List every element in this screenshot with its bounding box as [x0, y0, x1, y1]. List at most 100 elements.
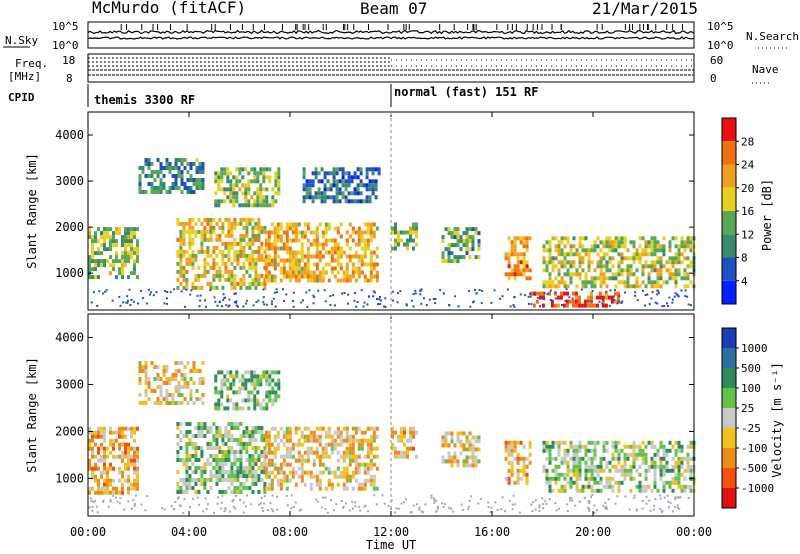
heatmap-cell [212, 422, 216, 426]
heatmap-cell [88, 426, 91, 431]
scatter-speckle [666, 494, 669, 497]
heatmap-cell [186, 186, 190, 190]
heatmap-cell [109, 255, 112, 260]
scatter-speckle [317, 289, 320, 292]
heatmap-cell [250, 370, 254, 375]
scatter-speckle [538, 506, 541, 509]
colorbar-tick-label: 12 [741, 228, 754, 241]
heatmap-cell [638, 260, 642, 265]
heatmap-cell [560, 484, 564, 489]
heatmap-cell [644, 248, 648, 253]
heatmap-cell [602, 280, 606, 285]
scatter-speckle [474, 289, 476, 291]
heatmap-cell [638, 252, 642, 257]
scatter-speckle [170, 505, 173, 508]
scatter-speckle [109, 499, 112, 502]
heatmap-cell [159, 401, 163, 405]
heatmap-cell [179, 233, 183, 238]
heatmap-cell [267, 486, 271, 491]
y-tick-label: 2000 [55, 220, 84, 234]
noise-sky-trace [87, 29, 695, 35]
heatmap-cell [566, 284, 570, 289]
scatter-speckle [351, 507, 354, 510]
heatmap-cell [581, 484, 585, 489]
heatmap-cell [366, 446, 370, 451]
heatmap-cell [312, 230, 316, 235]
heatmap-cell [326, 187, 330, 192]
heatmap-cell [321, 274, 325, 279]
heatmap-cell [357, 462, 361, 467]
heatmap-cell [245, 229, 249, 234]
heatmap-cell [115, 255, 118, 260]
heatmap-cell [254, 474, 258, 478]
heatmap-cell [459, 443, 463, 448]
heatmap-cell [623, 256, 627, 261]
scatter-speckle [231, 500, 234, 503]
heatmap-cell [232, 195, 236, 200]
heatmap-cell [542, 440, 546, 445]
heatmap-cell [264, 450, 268, 455]
heatmap-cell [185, 281, 189, 286]
heatmap-cell [590, 476, 594, 481]
heatmap-cell [220, 402, 224, 407]
heatmap-cell [224, 426, 228, 430]
heatmap-cell [253, 203, 257, 208]
heatmap-cell [192, 401, 196, 405]
heatmap-cell [321, 450, 325, 455]
heatmap-cell [97, 478, 100, 483]
heatmap-cell [351, 238, 355, 243]
scatter-speckle [518, 511, 521, 514]
noise-left-tick-bottom: 10^0 [52, 39, 79, 52]
heatmap-cell [394, 454, 397, 459]
scatter-speckle [514, 503, 517, 506]
heatmap-cell [274, 398, 278, 403]
heatmap-cell [339, 250, 343, 255]
heatmap-cell [320, 195, 324, 200]
heatmap-cell [250, 398, 254, 403]
heatmap-cell [245, 225, 249, 230]
heatmap-cell [242, 281, 246, 286]
scatter-speckle [628, 508, 631, 511]
heatmap-cell [563, 476, 567, 481]
heatmap-cell [230, 466, 234, 470]
heatmap-cell [320, 167, 324, 172]
heatmap-cell [229, 195, 233, 200]
heatmap-cell [617, 484, 621, 489]
heatmap-cell [587, 468, 591, 473]
scatter-speckle [534, 293, 537, 296]
colorbar-tick-label: -1000 [741, 482, 774, 495]
heatmap-cell [306, 278, 310, 283]
heatmap-cell [118, 267, 121, 272]
heatmap-cell [279, 470, 283, 475]
scatter-speckle [391, 290, 394, 293]
heatmap-cell [575, 472, 579, 477]
heatmap-cell [103, 426, 106, 431]
heatmap-cell [504, 256, 508, 261]
heatmap-cell [584, 272, 588, 277]
heatmap-cell [268, 374, 272, 379]
heatmap-cell [100, 490, 103, 495]
heatmap-cell [513, 236, 517, 241]
time-axis: 00:00 04:00 08:00 12:00 16:00 20:00 00:00 [70, 511, 712, 539]
heatmap-cell [574, 303, 578, 308]
heatmap-cell [447, 459, 451, 464]
heatmap-cell [130, 247, 133, 252]
heatmap-cell [309, 242, 313, 247]
heatmap-cell [311, 179, 315, 184]
heatmap-cell [541, 291, 545, 296]
colorbar-tick-label: 8 [741, 252, 748, 265]
heatmap-cell [339, 246, 343, 251]
heatmap-cell [554, 264, 558, 269]
scatter-speckle [115, 496, 117, 499]
heatmap-cell [522, 468, 526, 473]
heatmap-cell [620, 468, 624, 473]
heatmap-cell [212, 454, 216, 458]
heatmap-cell [236, 281, 240, 286]
heatmap-cell [282, 454, 286, 459]
heatmap-cell [235, 374, 239, 379]
heatmap-cell [662, 280, 666, 285]
heatmap-cell [459, 255, 463, 260]
heatmap-cell [656, 256, 660, 261]
heatmap-cell [162, 174, 166, 178]
